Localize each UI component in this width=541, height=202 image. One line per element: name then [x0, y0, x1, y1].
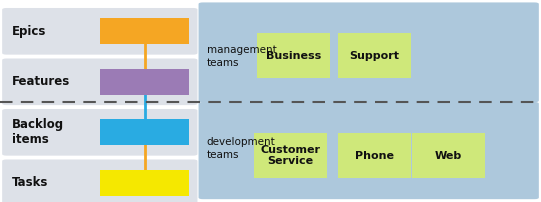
- FancyBboxPatch shape: [2, 59, 197, 105]
- Bar: [338, 33, 411, 78]
- Text: Backlog
items: Backlog items: [12, 118, 64, 146]
- Text: management
teams: management teams: [207, 45, 276, 68]
- Bar: [100, 119, 189, 145]
- Text: Tasks: Tasks: [12, 176, 48, 189]
- Text: Web: Web: [435, 150, 463, 161]
- Text: Epics: Epics: [12, 25, 47, 38]
- FancyBboxPatch shape: [2, 8, 197, 55]
- FancyBboxPatch shape: [199, 102, 539, 199]
- Text: Customer
Service: Customer Service: [261, 145, 321, 166]
- Text: Support: Support: [349, 50, 400, 61]
- Text: Business: Business: [266, 50, 321, 61]
- Bar: [257, 33, 330, 78]
- FancyBboxPatch shape: [199, 2, 539, 102]
- Bar: [338, 133, 411, 178]
- Bar: [412, 133, 485, 178]
- FancyBboxPatch shape: [2, 109, 197, 156]
- Text: Features: Features: [12, 75, 70, 88]
- Bar: [100, 170, 189, 196]
- FancyBboxPatch shape: [2, 160, 197, 202]
- Bar: [100, 18, 189, 44]
- Bar: [100, 69, 189, 95]
- Bar: [254, 133, 327, 178]
- Text: development
teams: development teams: [207, 137, 275, 160]
- Text: Phone: Phone: [354, 150, 394, 161]
